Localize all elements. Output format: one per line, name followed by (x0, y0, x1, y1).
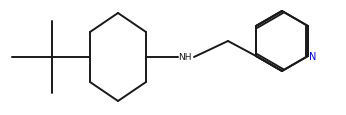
Text: NH: NH (178, 53, 191, 62)
Text: N: N (309, 52, 316, 61)
